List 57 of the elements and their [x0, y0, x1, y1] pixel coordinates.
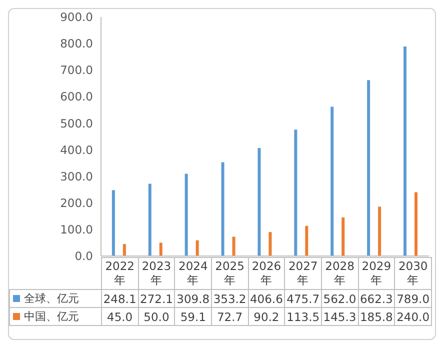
bar: [221, 162, 224, 256]
bar: [330, 106, 334, 256]
data-label: 475.7: [284, 290, 322, 308]
data-label: 145.3: [321, 308, 358, 326]
bar: [367, 80, 370, 256]
y-tick-label: 600.0: [60, 90, 93, 104]
bar: [258, 148, 261, 256]
y-tick-label: 0.0: [74, 249, 93, 264]
data-label: 113.5: [284, 308, 322, 326]
bar: [378, 206, 382, 256]
data-label: 50.0: [138, 308, 175, 326]
data-label: 272.1: [138, 290, 175, 308]
data-label: 59.1: [174, 308, 212, 326]
x-tick-label: 2029年: [358, 258, 395, 290]
bar: [112, 190, 115, 256]
y-tick-label: 900.0: [60, 10, 93, 24]
data-label: 789.0: [394, 290, 432, 308]
bar: [122, 244, 126, 256]
data-label: 45.0: [102, 308, 138, 326]
bar: [184, 174, 188, 256]
x-tick-label: 2025年: [211, 258, 248, 290]
bar: [232, 236, 236, 256]
data-label: 90.2: [248, 308, 285, 326]
data-label: 185.8: [358, 308, 395, 326]
bar: [414, 192, 418, 256]
data-label: 662.3: [358, 290, 395, 308]
x-tick-label: 2030年: [394, 258, 432, 290]
data-label: 248.1: [102, 290, 138, 308]
data-label: 240.0: [394, 308, 432, 326]
y-tick-label: 200.0: [60, 196, 93, 210]
bar: [148, 184, 152, 256]
bar: [305, 226, 308, 256]
legend-label: 中国、亿元: [10, 308, 102, 326]
data-label: 72.7: [211, 308, 248, 326]
y-tick-label: 400.0: [60, 142, 93, 157]
x-tick-label: 2022年: [102, 258, 138, 290]
x-tick-label: 2026年: [248, 258, 285, 290]
x-tick-label: 2024年: [174, 258, 212, 290]
x-tick-label: 2028年: [321, 258, 358, 290]
x-tick-label: 2023年: [138, 258, 175, 290]
x-tick-label: 2027年: [284, 258, 322, 290]
data-label: 562.0: [321, 290, 358, 308]
data-label: 309.8: [174, 290, 212, 308]
legend-label: 全球、亿元: [10, 290, 102, 308]
bar: [196, 240, 199, 256]
bar: [294, 130, 298, 256]
y-tick-label: 300.0: [60, 169, 93, 184]
bar: [159, 242, 162, 256]
y-tick-label: 800.0: [60, 36, 93, 51]
bar: [342, 217, 345, 256]
data-label: 406.6: [248, 290, 285, 308]
y-tick-label: 100.0: [60, 222, 93, 237]
bar: [268, 232, 272, 256]
data-label: 353.2: [211, 290, 248, 308]
y-tick-label: 700.0: [60, 63, 93, 78]
y-tick-label: 500.0: [60, 116, 93, 130]
bar: [403, 46, 406, 256]
